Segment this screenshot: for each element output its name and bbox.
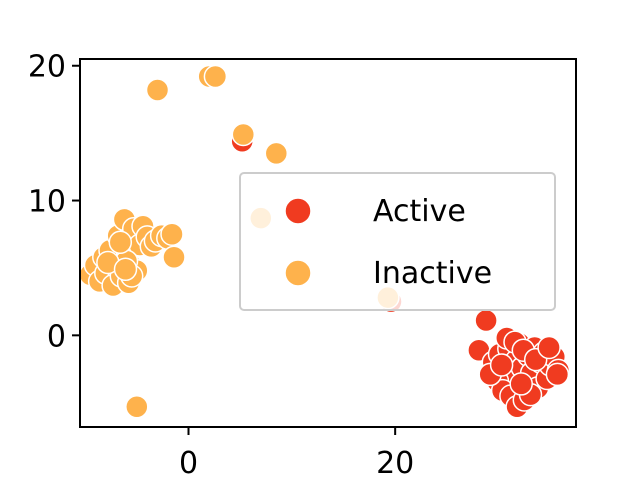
series-inactive (78, 64, 400, 419)
point-active-34 (537, 335, 561, 360)
series-layer (78, 64, 571, 419)
y-tick-label-2: 20 (28, 50, 66, 85)
x-axis: 0 20 (179, 427, 414, 480)
point-inactive-7 (125, 395, 149, 419)
point-inactive-34 (108, 230, 133, 255)
point-inactive-37 (113, 257, 138, 282)
point-active-36 (545, 362, 570, 387)
y-tick-label-1: 10 (28, 185, 66, 220)
point-inactive-2 (145, 78, 170, 102)
point-inactive-3 (231, 122, 256, 147)
x-tick-label-0: 0 (179, 446, 198, 480)
point-active-37 (489, 353, 514, 377)
y-axis: 0 10 20 (28, 50, 80, 354)
y-tick-label-0: 0 (47, 319, 66, 354)
point-inactive-30 (160, 222, 184, 246)
legend-label-inactive: Inactive (373, 256, 492, 291)
legend: Active Inactive (239, 172, 556, 311)
legend-frame (239, 172, 556, 311)
series-active (230, 129, 571, 419)
point-active-35 (509, 372, 533, 396)
legend-marker-inactive (284, 259, 312, 287)
x-tick-label-1: 20 (376, 446, 414, 480)
legend-marker-active (284, 197, 312, 225)
legend-label-active: Active (373, 194, 466, 229)
axes-frame (79, 58, 577, 428)
point-inactive-31 (162, 245, 186, 269)
point-inactive-1 (203, 64, 228, 89)
point-active-2 (474, 308, 498, 333)
point-inactive-4 (264, 141, 289, 166)
